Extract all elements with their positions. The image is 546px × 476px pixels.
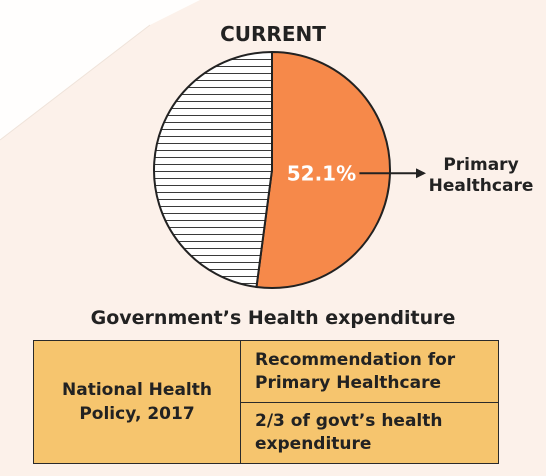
slice-label-primary-healthcare: 52.1%: [287, 161, 356, 185]
callout-label-primary-healthcare: Primary Healthcare: [428, 155, 534, 196]
pie-slice-other: [153, 50, 273, 289]
table-cell-policy: National Health Policy, 2017: [34, 341, 241, 463]
policy-table: National Health Policy, 2017 Recommendat…: [33, 340, 499, 464]
pie-chart: 52.1%: [153, 50, 426, 289]
table-cell-recommendation: Recommendation for Primary Healthcare: [241, 341, 498, 403]
chart-title: CURRENT: [220, 22, 326, 46]
pie-slice-primary-healthcare: [255, 50, 391, 289]
chart-subtitle: Government’s Health expenditure: [90, 307, 456, 329]
table-cell-value: 2/3 of govt’s health expenditure: [255, 411, 443, 454]
corner-watermark: [0, 0, 200, 141]
